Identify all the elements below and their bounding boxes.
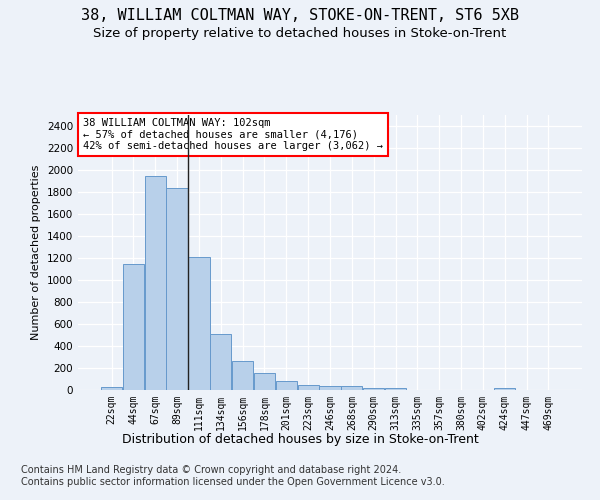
Text: Size of property relative to detached houses in Stoke-on-Trent: Size of property relative to detached ho… [94, 28, 506, 40]
Text: Contains HM Land Registry data © Crown copyright and database right 2024.
Contai: Contains HM Land Registry data © Crown c… [21, 465, 445, 486]
Bar [298, 384, 319, 390]
Bar [166, 188, 188, 390]
Bar [254, 373, 275, 390]
Bar [319, 386, 341, 390]
Text: 38, WILLIAM COLTMAN WAY, STOKE-ON-TRENT, ST6 5XB: 38, WILLIAM COLTMAN WAY, STOKE-ON-TRENT,… [81, 8, 519, 22]
Bar [123, 264, 144, 390]
Bar [363, 388, 384, 390]
Y-axis label: Number of detached properties: Number of detached properties [31, 165, 41, 340]
Bar [188, 257, 209, 390]
Bar [145, 176, 166, 390]
Bar [276, 381, 297, 390]
Bar [341, 386, 362, 390]
Text: 38 WILLIAM COLTMAN WAY: 102sqm
← 57% of detached houses are smaller (4,176)
42% : 38 WILLIAM COLTMAN WAY: 102sqm ← 57% of … [83, 118, 383, 151]
Bar [210, 334, 232, 390]
Bar [494, 388, 515, 390]
Bar [101, 387, 122, 390]
Text: Distribution of detached houses by size in Stoke-on-Trent: Distribution of detached houses by size … [122, 432, 478, 446]
Bar [232, 361, 253, 390]
Bar [385, 388, 406, 390]
